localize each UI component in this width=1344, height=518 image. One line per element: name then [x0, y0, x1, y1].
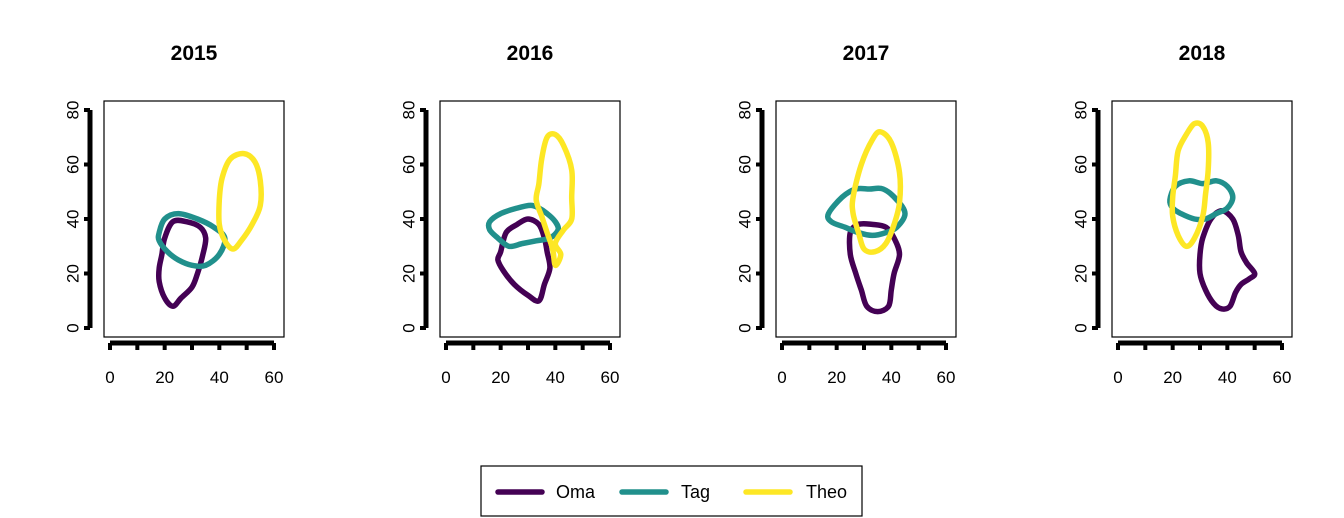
x-tick-label: 20	[491, 368, 510, 387]
plot-frame	[439, 100, 621, 338]
panel-2017: 2017 0 20 40 60 80 0 20 40 60	[736, 42, 957, 387]
x-tick-label: 40	[210, 368, 229, 387]
x-tick-label: 40	[1218, 368, 1237, 387]
x-tick-label: 60	[937, 368, 956, 387]
range-contour-oma	[495, 216, 553, 304]
y-tick-label: 60	[1072, 155, 1091, 174]
x-tick-label: 60	[601, 368, 620, 387]
x-tick-label: 20	[155, 368, 174, 387]
legend-label-tag: Tag	[681, 482, 710, 502]
x-tick-label: 0	[1113, 368, 1122, 387]
range-contour-oma	[846, 220, 903, 315]
range-contour-tag	[485, 202, 562, 250]
legend: Oma Tag Theo	[480, 465, 863, 517]
y-tick-label: 0	[1072, 323, 1091, 332]
panel-2018: 2018 0 20 40 60 80 0 20 40 60	[1072, 42, 1293, 387]
x-tick-label: 60	[1273, 368, 1292, 387]
y-tick-label: 20	[1072, 264, 1091, 283]
panel-title: 2017	[843, 42, 890, 65]
y-tick-label: 20	[64, 264, 83, 283]
y-tick-label: 80	[1072, 101, 1091, 120]
x-tick-label: 0	[777, 368, 786, 387]
legend-label-theo: Theo	[806, 482, 847, 502]
x-tick-label: 0	[105, 368, 114, 387]
x-tick-label: 0	[441, 368, 450, 387]
y-tick-label: 20	[400, 264, 419, 283]
y-tick-label: 20	[736, 264, 755, 283]
legend-label-oma: Oma	[556, 482, 596, 502]
range-contour-theo	[533, 130, 576, 269]
x-tick-label: 40	[882, 368, 901, 387]
range-contour-theo	[1169, 120, 1212, 250]
plot-frame	[1111, 100, 1293, 338]
panel-2016: 2016 0 20 40 60 80 0 20 40 60	[400, 42, 621, 387]
y-tick-label: 40	[736, 210, 755, 229]
panel-2015: 2015 0 20 40 60 80 0 20 40 60	[64, 42, 285, 387]
y-tick-label: 80	[736, 101, 755, 120]
y-tick-label: 0	[736, 323, 755, 332]
range-contour-theo	[216, 150, 264, 252]
y-tick-label: 60	[64, 155, 83, 174]
y-tick-label: 60	[400, 155, 419, 174]
y-tick-label: 60	[736, 155, 755, 174]
y-tick-label: 40	[64, 210, 83, 229]
y-tick-label: 80	[64, 101, 83, 120]
range-contour-oma	[155, 217, 209, 309]
range-contour-tag	[1167, 178, 1236, 223]
range-contour-theo	[849, 129, 904, 255]
y-tick-label: 0	[64, 323, 83, 332]
y-tick-label: 0	[400, 323, 419, 332]
y-tick-label: 40	[400, 210, 419, 229]
x-tick-label: 20	[1163, 368, 1182, 387]
range-contour-oma	[1196, 208, 1258, 312]
plot-frame	[103, 100, 285, 338]
x-tick-label: 40	[546, 368, 565, 387]
x-tick-label: 60	[265, 368, 284, 387]
panel-title: 2016	[507, 42, 554, 65]
plot-frame	[775, 100, 957, 338]
panel-title: 2015	[171, 42, 218, 65]
range-contour-tag	[155, 210, 228, 270]
x-tick-label: 20	[827, 368, 846, 387]
panel-title: 2018	[1179, 42, 1226, 65]
y-tick-label: 40	[1072, 210, 1091, 229]
y-tick-label: 80	[400, 101, 419, 120]
